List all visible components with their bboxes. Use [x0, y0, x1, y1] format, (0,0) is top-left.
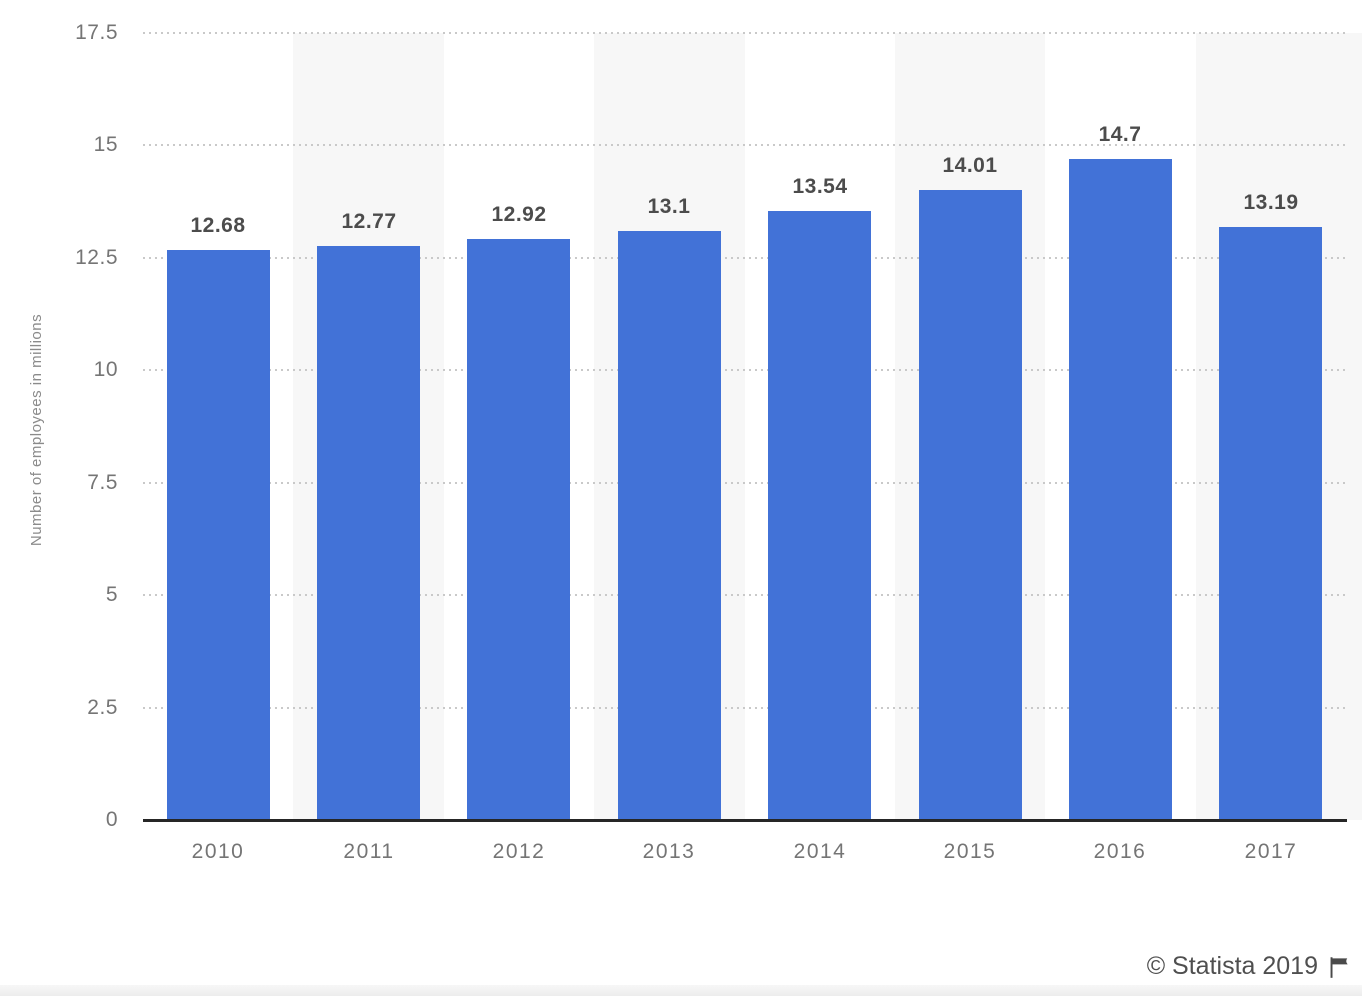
y-tick-label-5: 5 [105, 583, 118, 606]
bar-value-label-2010: 12.68 [190, 214, 246, 237]
gridline-y-17.5 [143, 32, 1346, 34]
bar-value-label-2013: 13.1 [647, 195, 691, 218]
y-tick-label-0: 0 [105, 808, 118, 831]
gridline-y-12.5 [143, 257, 1346, 259]
bar-2011[interactable] [317, 246, 420, 819]
y-tick-label-7.5: 7.5 [87, 471, 118, 494]
statista-flag-icon [1330, 956, 1348, 978]
bottom-strip [0, 985, 1362, 996]
bar-2012[interactable] [467, 239, 570, 819]
bar-value-label-2011: 12.77 [341, 210, 397, 233]
bar-2016[interactable] [1069, 159, 1172, 819]
gridline-y-5 [143, 594, 1346, 596]
x-tick-label-2011: 2011 [343, 840, 395, 863]
gridline-y-2.5 [143, 707, 1346, 709]
gridline-y-15 [143, 144, 1346, 146]
bar-2015[interactable] [919, 190, 1022, 819]
x-tick-label-2016: 2016 [1093, 840, 1147, 863]
x-tick-label-2012: 2012 [492, 840, 546, 863]
footer: © Statista 2019 [1147, 952, 1352, 981]
x-axis-line [143, 819, 1347, 822]
y-tick-label-10: 10 [93, 358, 118, 381]
bar-value-label-2016: 14.7 [1098, 123, 1142, 146]
y-axis-title: Number of employees in millions [28, 313, 45, 547]
bar-2014[interactable] [768, 211, 871, 819]
x-tick-label-2015: 2015 [943, 840, 997, 863]
bar-value-label-2014: 13.54 [792, 175, 848, 198]
y-tick-label-12.5: 12.5 [75, 246, 118, 269]
bar-2010[interactable] [167, 250, 270, 819]
gridline-y-7.5 [143, 482, 1346, 484]
x-tick-label-2010: 2010 [191, 840, 245, 863]
copyright-text: © Statista 2019 [1146, 952, 1318, 980]
bar-2017[interactable] [1219, 227, 1322, 819]
x-tick-label-2013: 2013 [642, 840, 696, 863]
bar-value-label-2017: 13.19 [1243, 191, 1299, 214]
gridline-y-10 [143, 369, 1346, 371]
x-tick-label-2017: 2017 [1244, 840, 1298, 863]
x-tick-label-2014: 2014 [793, 840, 847, 863]
y-tick-label-2.5: 2.5 [87, 696, 118, 719]
bar-value-label-2015: 14.01 [942, 154, 998, 177]
y-tick-label-15: 15 [93, 133, 118, 156]
bar-value-label-2012: 12.92 [491, 203, 547, 226]
bar-2013[interactable] [618, 231, 721, 819]
y-tick-label-17.5: 17.5 [75, 21, 118, 44]
